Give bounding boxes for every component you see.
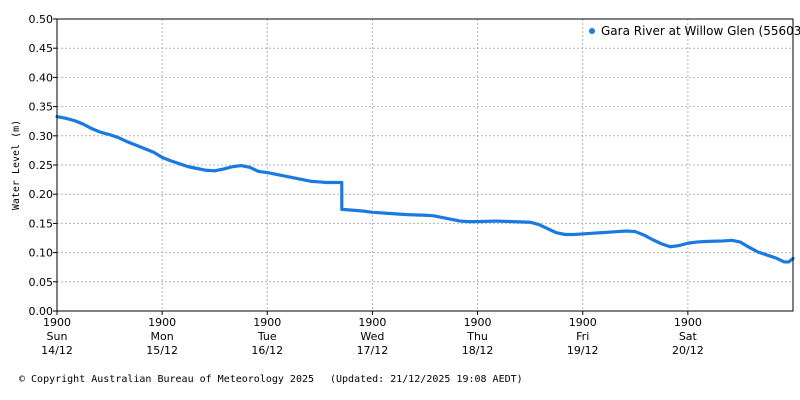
x-tick-label: Fri — [576, 330, 589, 343]
y-tick-label: 0.00 — [29, 305, 54, 318]
x-tick-label: 1900 — [148, 316, 176, 329]
x-tick-label: 1900 — [569, 316, 597, 329]
updated-timestamp: (Updated: 21/12/2025 19:08 AEDT) — [330, 374, 523, 385]
series-line — [55, 114, 795, 264]
y-axis-ticks: 0.00 0.05 0.10 0.15 0.20 0.25 0.30 0.35 0.40 0.45… — [29, 13, 57, 318]
y-tick-label: 0.45 — [29, 42, 54, 55]
series-layer — [55, 114, 795, 264]
x-tick-label: 20/12 — [672, 344, 704, 357]
y-tick-label: 0.35 — [29, 101, 54, 114]
x-tick-label: 16/12 — [251, 344, 283, 357]
x-tick-label: 17/12 — [357, 344, 389, 357]
x-tick-label: Sun — [47, 330, 68, 343]
y-tick-label: 0.50 — [29, 13, 54, 26]
x-tick-label: Tue — [257, 330, 277, 343]
x-tick-label: 1900 — [253, 316, 281, 329]
plot-border — [56, 18, 794, 312]
x-tick-label: 1900 — [674, 316, 702, 329]
y-tick-label: 0.40 — [29, 71, 54, 84]
x-axis-ticks: 1900Sun14/121900Mon15/121900Tue16/121900… — [41, 311, 704, 357]
x-tick-label: 1900 — [358, 316, 386, 329]
legend-label: Gara River at Willow Glen (556031) — [601, 24, 800, 38]
x-tick-label: 15/12 — [146, 344, 178, 357]
y-tick-label: 0.30 — [29, 130, 54, 143]
x-tick-label: 14/12 — [41, 344, 73, 357]
y-tick-label: 0.05 — [29, 276, 54, 289]
x-tick-label: 18/12 — [462, 344, 494, 357]
y-tick-label: 0.15 — [29, 217, 54, 230]
x-tick-label: 1900 — [43, 316, 71, 329]
legend-marker — [589, 28, 595, 34]
y-tick-label: 0.25 — [29, 159, 54, 172]
legend: Gara River at Willow Glen (556031) — [589, 24, 800, 38]
x-tick-label: Sat — [679, 330, 698, 343]
x-tick-label: Thu — [466, 330, 488, 343]
grid-lines — [57, 19, 793, 311]
y-tick-label: 0.20 — [29, 188, 54, 201]
x-tick-label: Mon — [151, 330, 174, 343]
x-tick-label: 1900 — [464, 316, 492, 329]
x-tick-label: 19/12 — [567, 344, 599, 357]
x-tick-label: Wed — [360, 330, 384, 343]
copyright-text: © Copyright Australian Bureau of Meteoro… — [19, 374, 315, 385]
y-tick-label: 0.10 — [29, 247, 54, 260]
y-axis-label: Water Level (m) — [11, 120, 22, 210]
